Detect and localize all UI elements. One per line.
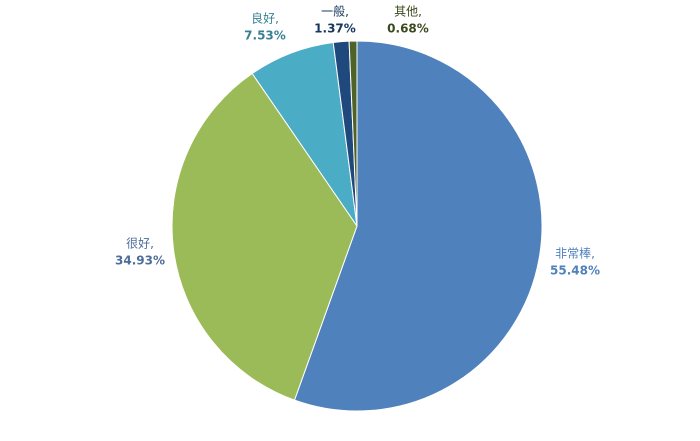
pie-slice xyxy=(348,40,358,227)
pie-slice xyxy=(293,40,543,412)
slice-label-name: 一般, xyxy=(321,4,349,19)
slice-label-name: 很好, xyxy=(126,237,154,251)
slice-label-value: 0.68% xyxy=(387,22,429,36)
slice-label-value: 1.37% xyxy=(314,22,356,36)
slice-label-name: 非常棒, xyxy=(555,247,595,261)
slice-label-value: 55.48% xyxy=(550,264,600,278)
slice-label-value: 34.93% xyxy=(115,254,165,268)
slice-label-name: 良好, xyxy=(251,11,279,26)
slice-label-name: 其他, xyxy=(394,5,422,19)
pie-slice xyxy=(171,72,358,401)
slice-label-value: 7.53% xyxy=(244,29,286,43)
